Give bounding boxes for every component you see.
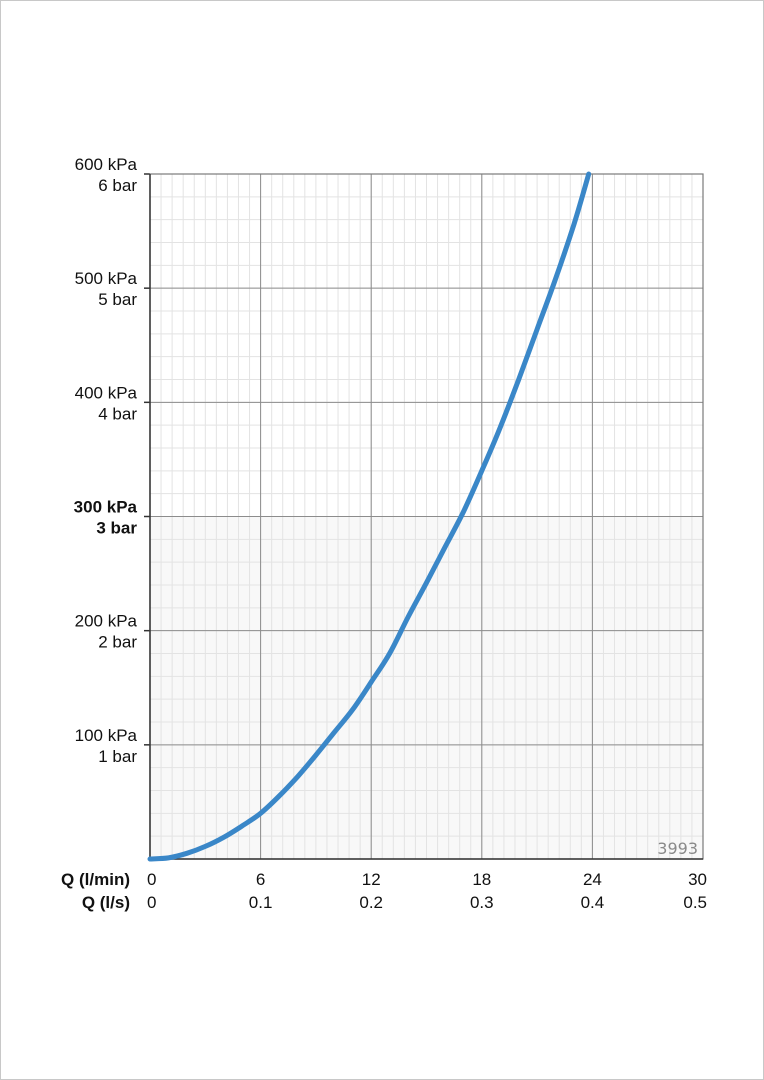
x-tick-label: 0.5: [683, 893, 707, 912]
y-tick-label-kpa: 100 kPa: [75, 726, 138, 745]
y-tick-label-kpa: 600 kPa: [75, 155, 138, 174]
series-line: [147, 171, 592, 862]
x-tick-labels: Q (l/min) 0 6 12 18 24 30 Q (l/s) 0 0.1 0.2 0.3 0.4 0…: [61, 870, 707, 912]
x-tick-label: 6: [256, 870, 265, 889]
y-tick-label-bar: 5 bar: [98, 290, 137, 309]
x-tick-label: 0.2: [359, 893, 383, 912]
x-tick-label: 24: [583, 870, 602, 889]
x-tick-label: 0.1: [249, 893, 273, 912]
y-tick-marks: [144, 173, 150, 746]
y-tick-labels: 600 kPa 6 bar 500 kPa 5 bar 400 kPa 4 bar 300 …: [74, 155, 138, 766]
y-tick-label-bar: 6 bar: [98, 176, 137, 195]
x-tick-label: 0.4: [581, 893, 605, 912]
y-tick-label-kpa: 300 kPa: [74, 498, 138, 517]
x-axis-row-label: Q (l/s): [82, 893, 130, 912]
x-tick-label: 0.3: [470, 893, 494, 912]
major-grid: [150, 173, 703, 859]
y-tick-label-bar: 4 bar: [98, 404, 137, 423]
x-tick-label: 30: [688, 870, 707, 889]
y-tick-label-bar: 1 bar: [98, 747, 137, 766]
y-tick-label-kpa: 500 kPa: [75, 269, 138, 288]
x-tick-label: 0: [147, 893, 156, 912]
y-tick-label-kpa: 400 kPa: [75, 383, 138, 402]
x-tick-label: 0: [147, 870, 156, 889]
x-tick-label: 18: [472, 870, 491, 889]
y-tick-label-bar: 3 bar: [96, 519, 137, 538]
chart-code-label: 3993: [657, 839, 698, 858]
y-tick-label-bar: 2 bar: [98, 633, 137, 652]
y-tick-label-kpa: 200 kPa: [75, 612, 138, 631]
x-axis-row-label: Q (l/min): [61, 870, 130, 889]
x-tick-label: 12: [362, 870, 381, 889]
